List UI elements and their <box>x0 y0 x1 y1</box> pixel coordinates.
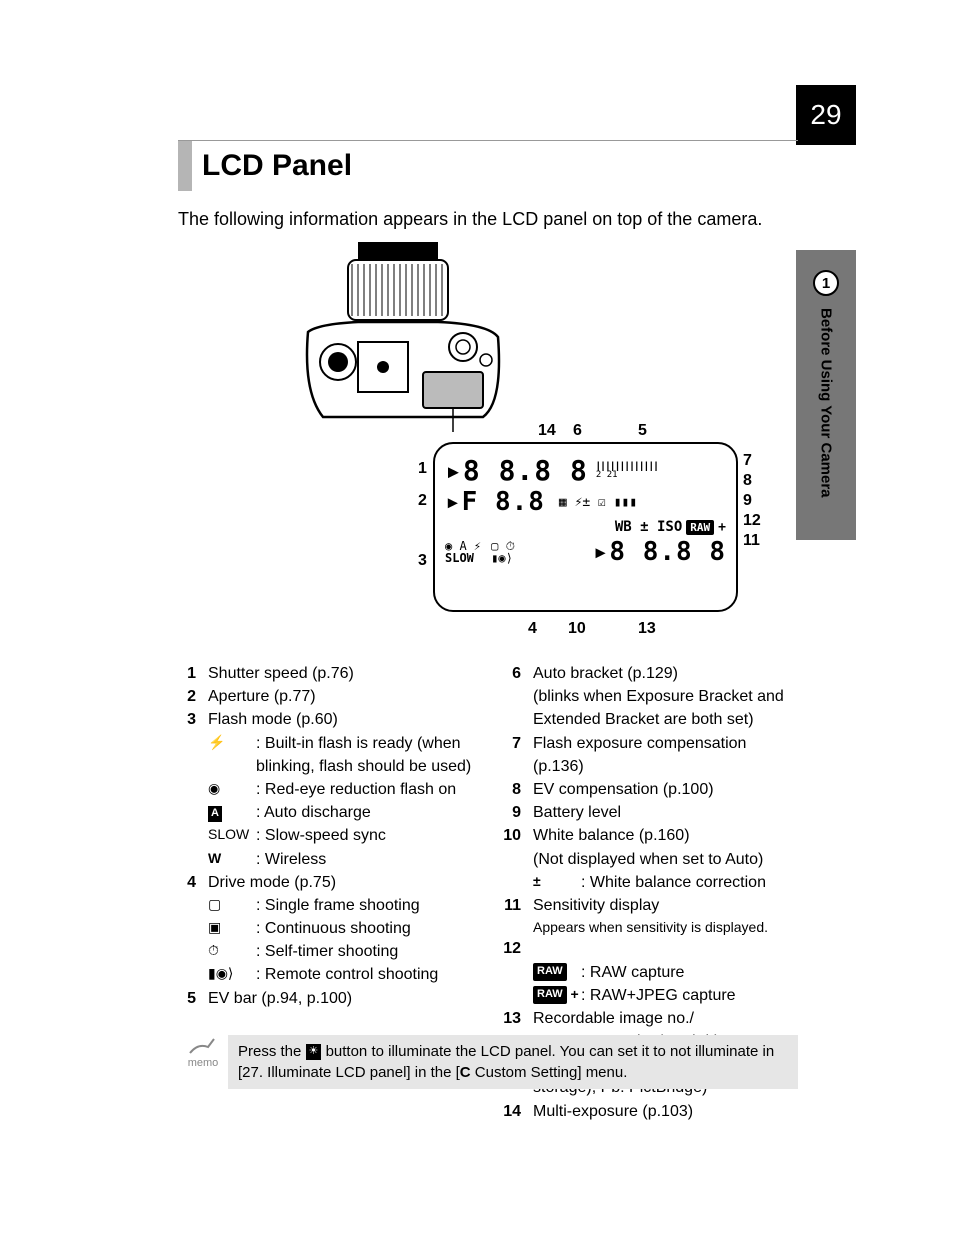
lcd-ev-nums: 2 21 <box>596 470 618 480</box>
chapter-title: Before Using Your Camera <box>818 308 835 498</box>
lcd-wb-iso: WB ± ISO <box>615 519 682 535</box>
legend-sub-item: W: Wireless <box>208 848 473 871</box>
lcd-raw-plus: + <box>718 520 726 535</box>
legend-item: 2Aperture (p.77) <box>178 685 473 708</box>
lcd-slow: SLOW <box>445 551 474 565</box>
lcd-mid-icons: ▦ ⚡± ☑ ▮▮▮ <box>559 495 637 510</box>
lcd-readout: ▸8 8.8 8 ┃┃┃┃┃┃┃┃┃┃┃┃┃ 2 21 ▸F 8.8 ▦ ⚡± … <box>433 442 738 612</box>
callout-5: 5 <box>638 422 647 440</box>
legend-item: 3Flash mode (p.60) <box>178 708 473 731</box>
legend-sub-item: RAW: RAW capture <box>533 961 798 984</box>
lcd-aperture: ▸F 8.8 <box>445 487 545 517</box>
callout-10: 10 <box>568 620 586 638</box>
lcd-raw: RAW <box>686 520 714 535</box>
legend-sub-item: ⏱: Self-timer shooting <box>208 940 473 963</box>
legend-item: 9Battery level <box>503 801 798 824</box>
memo-note: memo Press the ☀ button to illuminate th… <box>178 1035 798 1089</box>
callout-6: 6 <box>573 422 582 440</box>
chapter-tab: 1 Before Using Your Camera <box>796 250 856 540</box>
legend-sub-item: ±: White balance correction <box>533 871 798 894</box>
legend-sub-item: ⚡: Built-in flash is ready (when blinkin… <box>208 732 473 778</box>
camera-illustration <box>288 242 508 432</box>
callout-13: 13 <box>638 620 656 638</box>
intro-text: The following information appears in the… <box>178 209 798 230</box>
legend-item: 5EV bar (p.94, p.100) <box>178 987 473 1010</box>
lcd-shutter: ▸8 8.8 8 <box>445 454 588 487</box>
memo-icon: memo <box>178 1035 228 1069</box>
legend-sub-item: ▢: Single frame shooting <box>208 894 473 917</box>
legend-item: 6Auto bracket (p.129) <box>503 662 798 685</box>
legend-item: 1Shutter speed (p.76) <box>178 662 473 685</box>
legend-item: 7Flash exposure compensation (p.136) <box>503 732 798 778</box>
legend-item: 14Multi-exposure (p.103) <box>503 1100 798 1123</box>
main-content: LCD Panel The following information appe… <box>178 140 798 1123</box>
lcd-remote: ▮◉⟩ <box>491 551 513 565</box>
chapter-number: 1 <box>813 270 839 296</box>
callout-2: 2 <box>418 492 427 510</box>
callout-11: 11 <box>743 532 760 550</box>
page-number: 29 <box>796 85 856 145</box>
legend-item: 10White balance (p.160) <box>503 824 798 847</box>
callout-1: 1 <box>418 460 427 478</box>
lcd-count: ▸8 8.8 8 <box>593 537 726 567</box>
heading-accent <box>178 141 192 191</box>
callout-14: 14 <box>538 422 556 440</box>
callout-12: 12 <box>743 512 761 530</box>
callout-3: 3 <box>418 552 427 570</box>
legend-sub-item: ▣: Continuous shooting <box>208 917 473 940</box>
callout-4: 4 <box>528 620 537 638</box>
callout-9: 9 <box>743 492 752 510</box>
legend-sub-item: A: Auto discharge <box>208 801 473 824</box>
callout-7: 7 <box>743 452 752 470</box>
heading-bar: LCD Panel <box>178 140 798 191</box>
legend-sub-item: RAW +: RAW+JPEG capture <box>533 984 798 1007</box>
legend-sub-item: ◉: Red-eye reduction flash on <box>208 778 473 801</box>
memo-text: Press the ☀ button to illuminate the LCD… <box>228 1035 798 1089</box>
callout-8: 8 <box>743 472 752 490</box>
legend-item: 12 <box>503 937 798 960</box>
legend-item: 8EV compensation (p.100) <box>503 778 798 801</box>
legend-item: 13Recordable image no./ <box>503 1007 798 1030</box>
legend-item: 11Sensitivity display <box>503 894 798 917</box>
legend-item: 4Drive mode (p.75) <box>178 871 473 894</box>
page-heading: LCD Panel <box>192 141 352 191</box>
legend-sub-item: ▮◉⟩: Remote control shooting <box>208 963 473 986</box>
diagram: ▸8 8.8 8 ┃┃┃┃┃┃┃┃┃┃┃┃┃ 2 21 ▸F 8.8 ▦ ⚡± … <box>238 242 738 642</box>
legend-sub-item: SLOW: Slow-speed sync <box>208 824 473 847</box>
